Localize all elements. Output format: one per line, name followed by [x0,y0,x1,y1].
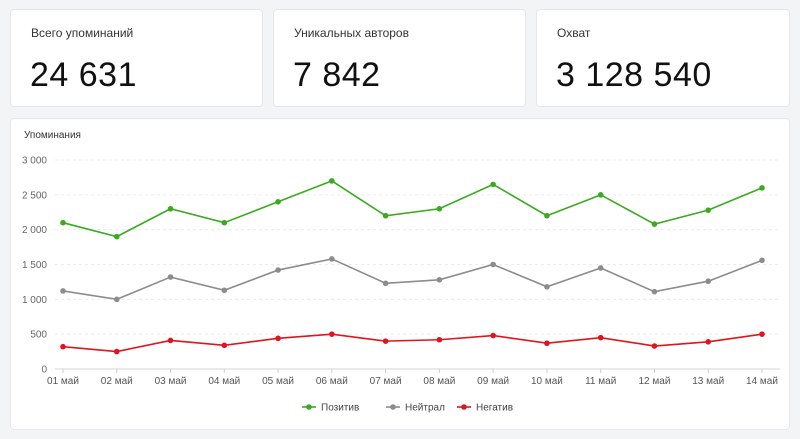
stat-value: 3 128 540 [556,56,712,94]
stat-label: Охват [557,26,591,40]
stat-value: 24 631 [30,56,137,94]
stat-label: Всего упоминаний [31,26,134,40]
stat-card-reach: Охват 3 128 540 [536,9,790,107]
stat-value: 7 842 [293,56,381,94]
stat-card-total-mentions: Всего упоминаний 24 631 [10,9,263,107]
stat-card-unique-authors: Уникальных авторов 7 842 [273,9,526,107]
stat-label: Уникальных авторов [294,26,409,40]
mentions-chart-card: Упоминания [10,118,790,430]
chart-title: Упоминания [24,130,81,141]
